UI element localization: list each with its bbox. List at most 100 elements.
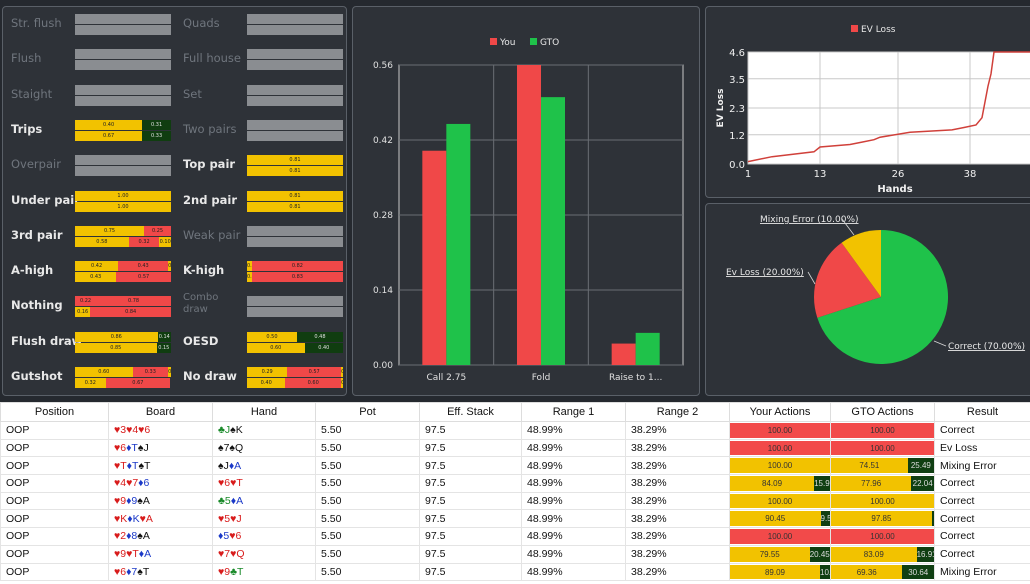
table-row[interactable]: OOP ♥6♦7♠T ♥9♣T 5.50 97.5 48.99% 38.29% 89.09 10…: [0, 562, 1030, 582]
pie-leader-line: [841, 218, 855, 236]
column-header[interactable]: Pot: [315, 402, 420, 422]
hand-cell: ♣J♠K: [212, 421, 316, 440]
card: ♠A: [137, 530, 150, 543]
hand-category-row[interactable]: Str. flush: [3, 12, 173, 36]
action-frequency-bar: 100.00: [831, 423, 934, 438]
bar-segment: 0.: [247, 272, 252, 283]
column-header[interactable]: Your Actions: [729, 402, 831, 422]
card: ♥6: [114, 565, 127, 578]
card: ♠J: [218, 459, 229, 472]
hand-category-row[interactable]: Weak pair: [175, 224, 345, 248]
range2-cell: 38.29%: [625, 509, 730, 529]
action-frequency-bar: [931, 511, 934, 527]
empty-bar: [247, 119, 343, 130]
hand-category-label: Quads: [183, 16, 220, 30]
hand-category-bars: [247, 47, 343, 71]
position-cell: OOP: [0, 562, 109, 582]
table-row[interactable]: OOP ♥9♦9♠A ♣5♦A 5.50 97.5 48.99% 38.29% 100.00 1…: [0, 491, 1030, 511]
hand-category-row[interactable]: Gutshot 0.600.330. 0.320.67: [3, 365, 173, 389]
bar-segment: 0.43: [75, 272, 117, 283]
pie-leader-line: [807, 271, 816, 285]
x-tick-label: Call 2.75: [426, 373, 466, 383]
pot-cell: 5.50: [315, 509, 420, 529]
hand-category-row[interactable]: Overpair: [3, 153, 173, 177]
hand-strength-panel: Str. flush Flush Staight Trips 0.40 0.31 0.67 0…: [2, 6, 347, 396]
card: ♦T: [126, 459, 139, 472]
y-tick-label: 0.56: [373, 61, 393, 71]
hand-category-row[interactable]: Top pair 0.81 0.81: [175, 153, 345, 177]
hand-category-bars: [247, 118, 343, 142]
position-cell: OOP: [0, 438, 109, 458]
action-frequency-bar: 77.96: [831, 476, 912, 491]
gto-actions-cell: 100.00: [830, 491, 935, 511]
hand-category-row[interactable]: Two pairs: [175, 118, 345, 142]
hand-category-row[interactable]: Nothing 0.22 0.78 0.16 0.84: [3, 294, 173, 318]
hand-category-bars: 0.420.430.00.430.57: [75, 259, 171, 283]
bar-segment: 0.85: [75, 342, 157, 353]
hand-category-label: 2nd pair: [183, 192, 238, 207]
hand-category-row[interactable]: 2nd pair 0.81 0.81: [175, 189, 345, 213]
hand-cell: ♥5♥J: [212, 509, 316, 529]
hand-category-bars: [247, 12, 343, 36]
column-header[interactable]: Range 1: [521, 402, 626, 422]
column-header[interactable]: Range 2: [625, 402, 730, 422]
action-frequency-bar: 16.91: [916, 546, 934, 562]
table-row[interactable]: OOP ♥K♦K♥A ♥5♥J 5.50 97.5 48.99% 38.29% 90.45 9.…: [0, 509, 1030, 529]
action-frequency-bar: 20.45: [809, 546, 830, 562]
table-row[interactable]: OOP ♥9♥T♦A ♥7♥Q 5.50 97.5 48.99% 38.29% 79.55 20…: [0, 544, 1030, 564]
position-cell: OOP: [0, 421, 109, 440]
hand-category-row[interactable]: Combo draw: [175, 292, 345, 318]
bar-segment: 0.10: [159, 236, 171, 247]
card: ♥9: [114, 495, 127, 508]
bar-you: [517, 65, 541, 365]
y-tick-label: 0.42: [373, 136, 393, 146]
hand-category-bars: [75, 47, 171, 71]
hand-category-row[interactable]: Trips 0.40 0.31 0.67 0.33: [3, 118, 173, 142]
column-header[interactable]: Board: [108, 402, 213, 422]
your-actions-cell: 100.00: [729, 421, 831, 440]
gto-actions-cell: 100.00: [830, 421, 935, 440]
column-header[interactable]: Hand: [212, 402, 316, 422]
hand-category-row[interactable]: K-high 0. 0.82 0. 0.83: [175, 259, 345, 283]
table-row[interactable]: OOP ♥4♥7♦6 ♥6♥T 5.50 97.5 48.99% 38.29% 84.09 15…: [0, 474, 1030, 493]
hand-category-row[interactable]: No draw 0.290.570 0.400.600: [175, 365, 345, 389]
y-tick-label: 2.3: [729, 104, 745, 115]
hand-category-label: Overpair: [11, 157, 61, 172]
hand-category-row[interactable]: Quads: [175, 12, 345, 36]
hand-category-row[interactable]: Flush: [3, 47, 173, 71]
legend-swatch: [851, 25, 858, 32]
hand-category-bars: 0.81 0.81: [247, 153, 343, 177]
gto-actions-cell: 77.96 22.04: [830, 474, 935, 493]
hand-category-row[interactable]: Set: [175, 83, 345, 107]
table-row[interactable]: OOP ♥3♥4♥6 ♣J♠K 5.50 97.5 48.99% 38.29% 100.00 1…: [0, 421, 1030, 440]
column-header[interactable]: Eff. Stack: [419, 402, 522, 422]
gto-actions-cell: 97.85: [830, 509, 935, 529]
empty-bar: [75, 166, 171, 177]
hand-category-row[interactable]: OESD 0.50 0.48 0.60 0.40: [175, 330, 345, 354]
gto-actions-cell: 100.00: [830, 527, 935, 546]
hand-category-row[interactable]: 3rd pair 0.75 0.25 0.58 0.32 0.10: [3, 224, 173, 248]
hand-category-row[interactable]: Staight: [3, 83, 173, 107]
table-row[interactable]: OOP ♥T♦T♠T ♠J♦A 5.50 97.5 48.99% 38.29% 100.00 7…: [0, 456, 1030, 476]
eff-stack-cell: 97.5: [419, 544, 522, 564]
bar-segment: 1.00: [75, 201, 171, 212]
column-header[interactable]: GTO Actions: [830, 402, 935, 422]
card: ♥9: [218, 565, 231, 578]
hand-category-row[interactable]: Flush draw 0.86 0.14 0.85 0.15: [3, 330, 173, 354]
table-row[interactable]: OOP ♥6♦T♠J ♠7♠Q 5.50 97.5 48.99% 38.29% 100.00 1…: [0, 438, 1030, 458]
hand-category-row[interactable]: Under pair 1.00 1.00: [3, 189, 173, 213]
card: ♥6: [218, 477, 231, 490]
x-axis-title: Hands: [877, 184, 912, 195]
column-header[interactable]: Position: [0, 402, 109, 422]
result-cell: Correct: [934, 491, 1030, 511]
hand-category-row[interactable]: Full house: [175, 47, 345, 71]
y-tick-label: 0.28: [373, 211, 393, 221]
card: ♥T: [114, 459, 127, 472]
table-row[interactable]: OOP ♥2♦8♠A ♦5♥6 5.50 97.5 48.99% 38.29% 100.00 1…: [0, 527, 1030, 546]
action-frequency-bar: 90.45: [730, 511, 821, 527]
card: ♥7: [218, 548, 231, 561]
column-header[interactable]: Result: [934, 402, 1030, 422]
